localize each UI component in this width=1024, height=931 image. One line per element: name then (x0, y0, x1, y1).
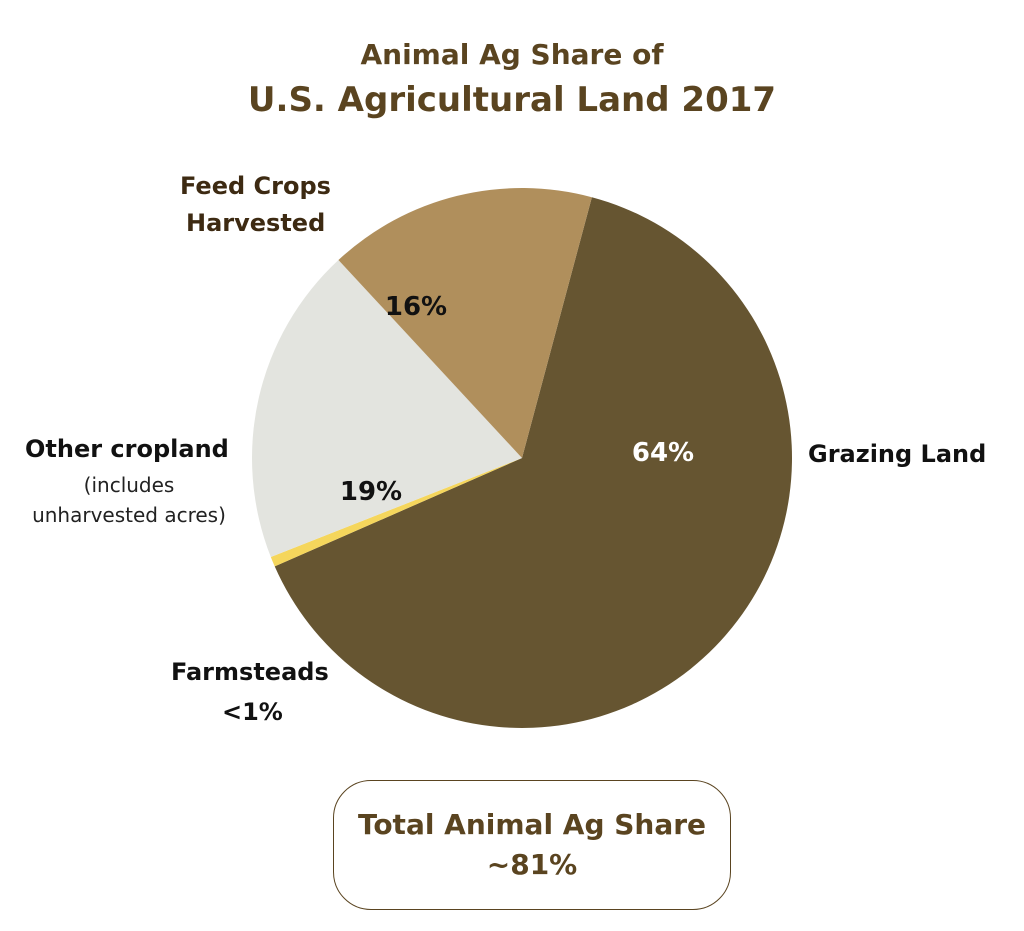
category-label-feed-line2: Harvested (186, 209, 326, 237)
total-share-box: Total Animal Ag Share ~81% (333, 780, 731, 910)
pie-slice-other-cropland (252, 259, 522, 557)
total-share-value: ~81% (486, 848, 578, 881)
pie-slice-farmsteads (270, 458, 522, 567)
category-label-farmsteads: Farmsteads (171, 658, 329, 686)
pie-slice-grazing-land (274, 197, 793, 729)
total-share-label: Total Animal Ag Share (357, 808, 707, 841)
category-note-line2: unharvested acres) (32, 503, 226, 527)
chart-title-line1: Animal Ag Share of (360, 38, 664, 71)
slice-value-grazing: 64% (631, 438, 695, 468)
category-label-feed-line1: Feed Crops (180, 172, 331, 200)
category-label-grazing: Grazing Land (808, 440, 987, 468)
category-label-other-cropland: Other cropland (25, 435, 229, 463)
slice-value-feed-crops: 16% (384, 292, 448, 322)
category-note-line1: (includes (83, 473, 175, 497)
slice-value-other-cropland: 19% (339, 477, 403, 507)
chart-title-line2: U.S. Agricultural Land 2017 (247, 80, 777, 120)
category-value-farmsteads: <1% (222, 698, 283, 726)
pie-slice-feed-crops-harvested (338, 187, 592, 458)
